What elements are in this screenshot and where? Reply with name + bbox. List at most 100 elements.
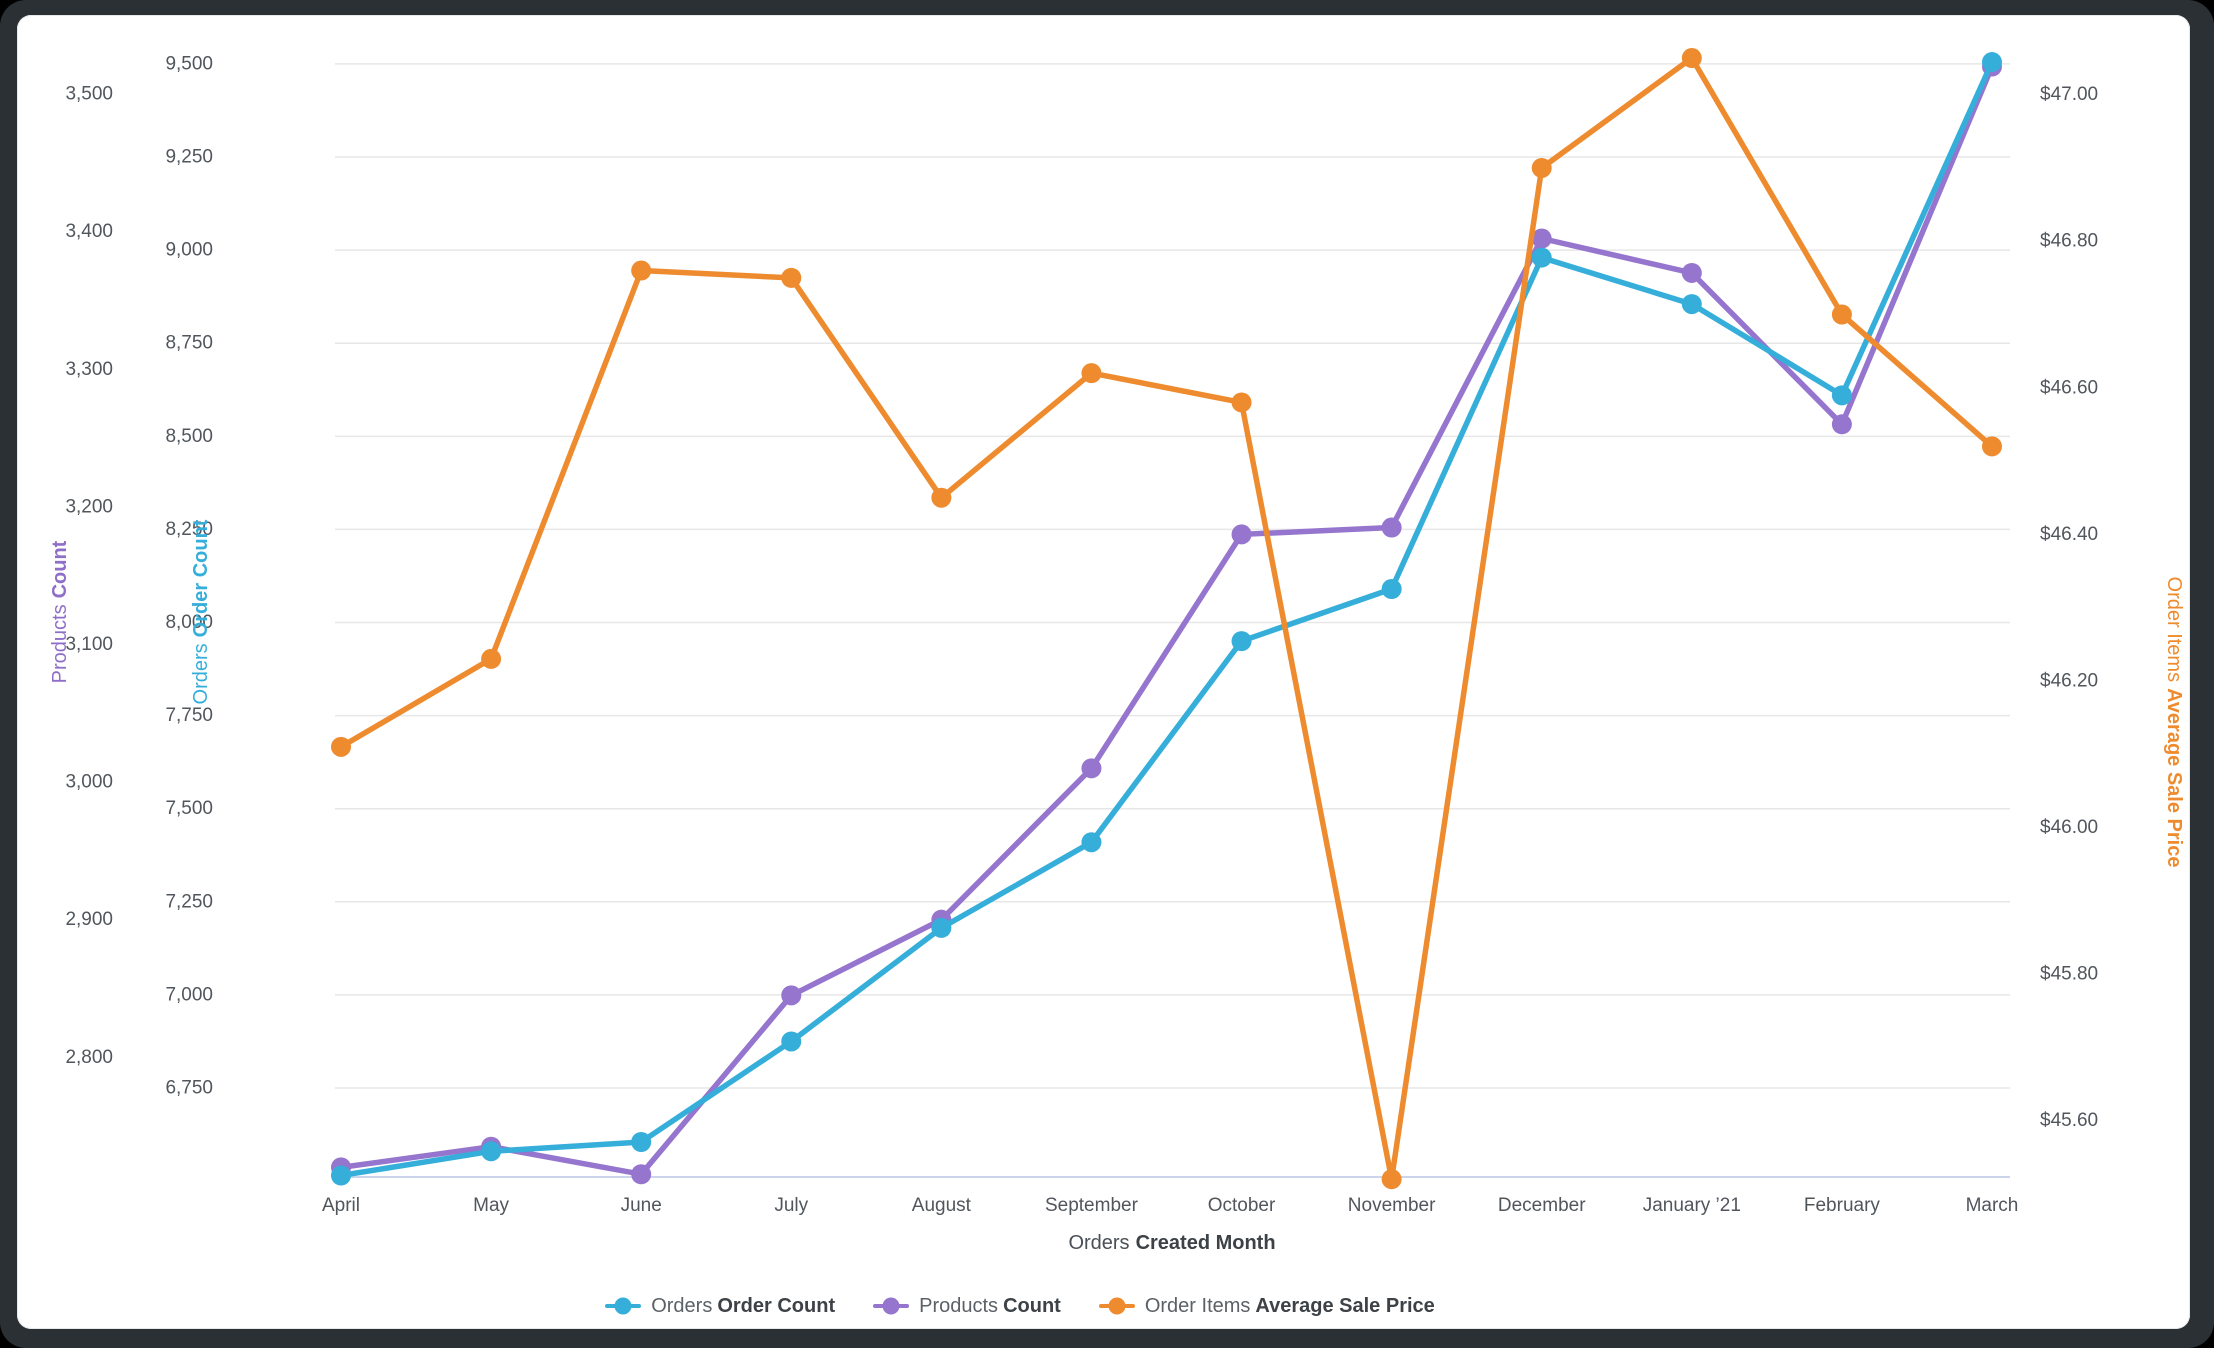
- data-point-price-10[interactable]: [1831, 304, 1852, 325]
- data-point-price-7[interactable]: [1381, 1169, 1402, 1190]
- data-point-price-6[interactable]: [1231, 392, 1252, 413]
- orders-axis-tick-label: 9,250: [165, 147, 213, 168]
- chart-card: [17, 15, 2190, 1329]
- orders-axis-tick-label: 8,250: [165, 519, 213, 540]
- orders-axis-tick-label: 7,250: [165, 891, 213, 912]
- orders-axis-tick-label: 9,500: [165, 53, 213, 74]
- legend-marker-dot-orders: [614, 1297, 632, 1315]
- y-axis-title-orders: OrdersOrder Count: [190, 519, 212, 704]
- legend-marker-line-orders: [605, 1297, 642, 1315]
- legend-marker-dot-price: [1108, 1297, 1126, 1315]
- legend-label-regular: Order Items: [1144, 1294, 1251, 1317]
- legend-item-orders[interactable]: Orders Order Count: [605, 1295, 835, 1318]
- x-tick-label: June: [621, 1195, 662, 1216]
- x-tick-label: September: [1045, 1195, 1139, 1216]
- data-point-orders-7[interactable]: [1381, 578, 1402, 599]
- orders-axis-tick-label: 7,750: [165, 705, 213, 726]
- orders-axis-tick-label: 9,000: [165, 240, 213, 261]
- x-tick-label: October: [1208, 1195, 1276, 1216]
- legend-item-products[interactable]: Products Count: [873, 1295, 1061, 1318]
- data-point-orders-11[interactable]: [1981, 52, 2002, 73]
- legend-label-bold: Order Count: [717, 1294, 836, 1317]
- x-tick-label: February: [1804, 1195, 1881, 1216]
- x-tick-label: January ’21: [1643, 1195, 1741, 1216]
- price-axis-tick-label: $46.00: [2040, 817, 2098, 838]
- series-line-products: [338, 63, 1995, 1177]
- products-axis-tick-label: 2,900: [65, 909, 113, 930]
- legend-label-regular: Orders: [651, 1294, 713, 1317]
- data-point-products-3[interactable]: [781, 985, 802, 1006]
- data-point-products-9[interactable]: [1681, 262, 1702, 283]
- orders-axis-tick-label: 7,000: [165, 984, 213, 1005]
- legend-marker-line-products: [873, 1297, 910, 1315]
- orders-axis-tick-label: 8,750: [165, 333, 213, 354]
- data-point-price-9[interactable]: [1681, 48, 1702, 69]
- legend-label-bold: Average Sale Price: [1255, 1294, 1435, 1317]
- x-tick-label: December: [1498, 1195, 1586, 1216]
- x-axis-title: Orders Created Month: [1068, 1232, 1275, 1254]
- legend-label-regular: Products: [919, 1294, 999, 1317]
- grid-layer: [335, 63, 2010, 1178]
- price-axis-tick-label: $46.60: [2040, 377, 2098, 398]
- data-point-orders-10[interactable]: [1831, 385, 1852, 406]
- label-layer: 3,500 3,400 3,300 3,200 3,100 3,000 2,900 2,800…: [65, 53, 2098, 1216]
- products-axis-tick-label: 3,100: [65, 634, 113, 655]
- data-point-orders-5[interactable]: [1081, 832, 1102, 853]
- data-point-price-1[interactable]: [481, 648, 502, 669]
- y-axis-title-products: ProductsCount: [49, 540, 71, 683]
- orders-axis-tick-label: 6,750: [165, 1077, 213, 1098]
- price-axis-tick-label: $46.80: [2040, 231, 2098, 252]
- data-point-price-5[interactable]: [1081, 363, 1102, 384]
- x-tick-label: November: [1348, 1195, 1436, 1216]
- series-layer: [331, 48, 2002, 1190]
- price-axis-tick-label: $45.80: [2040, 964, 2098, 985]
- legend-marker-line-price: [1098, 1297, 1135, 1315]
- data-point-products-8[interactable]: [1531, 228, 1552, 249]
- data-point-price-3[interactable]: [781, 267, 802, 288]
- data-point-products-2[interactable]: [631, 1164, 652, 1185]
- x-tick-label: March: [1966, 1195, 2019, 1216]
- products-axis-tick-label: 3,500: [65, 84, 113, 105]
- legend-label-bold: Count: [1003, 1294, 1061, 1317]
- series-line-price: [338, 55, 1995, 1182]
- x-tick-label: April: [322, 1195, 360, 1216]
- y-axis-title-price: Order ItemsAverage Sale Price: [2163, 577, 2185, 868]
- products-axis-tick-label: 2,800: [65, 1047, 113, 1068]
- data-point-price-4[interactable]: [931, 487, 952, 508]
- legend: Orders Order Count Products Count Order Item…: [25, 1288, 2015, 1324]
- orders-axis-tick-label: 7,500: [165, 798, 213, 819]
- data-point-orders-6[interactable]: [1231, 631, 1252, 652]
- series-line-orders: [338, 59, 1995, 1179]
- x-tick-label: July: [774, 1195, 808, 1216]
- products-axis-tick-label: 3,300: [65, 359, 113, 380]
- data-point-price-2[interactable]: [631, 260, 652, 281]
- data-point-price-8[interactable]: [1531, 157, 1552, 178]
- legend-item-price[interactable]: Order Items Average Sale Price: [1098, 1294, 1435, 1318]
- x-tick-label: August: [912, 1195, 972, 1216]
- products-axis-tick-label: 3,000: [65, 772, 113, 793]
- data-point-orders-0[interactable]: [331, 1165, 351, 1186]
- data-point-products-7[interactable]: [1381, 517, 1402, 538]
- data-point-orders-8[interactable]: [1531, 247, 1552, 268]
- products-axis-tick-label: 3,400: [65, 221, 113, 242]
- data-point-products-5[interactable]: [1081, 758, 1102, 779]
- price-axis-tick-label: $45.60: [2040, 1110, 2098, 1131]
- orders-axis-tick-label: 8,500: [165, 426, 213, 447]
- price-axis-tick-label: $46.20: [2040, 670, 2098, 691]
- x-tick-label: May: [473, 1195, 509, 1216]
- orders-axis-tick-label: 8,000: [165, 612, 213, 633]
- data-point-orders-3[interactable]: [781, 1031, 802, 1052]
- data-point-orders-2[interactable]: [631, 1131, 652, 1152]
- data-point-orders-1[interactable]: [481, 1141, 502, 1162]
- data-point-products-10[interactable]: [1831, 414, 1852, 435]
- legend-marker-dot-products: [882, 1297, 900, 1315]
- price-axis-tick-label: $47.00: [2040, 84, 2098, 105]
- data-point-price-0[interactable]: [331, 736, 351, 757]
- data-point-orders-4[interactable]: [931, 917, 952, 938]
- data-point-price-11[interactable]: [1981, 436, 2002, 457]
- data-point-orders-9[interactable]: [1681, 294, 1702, 315]
- price-axis-tick-label: $46.40: [2040, 524, 2098, 545]
- data-point-products-6[interactable]: [1231, 524, 1252, 545]
